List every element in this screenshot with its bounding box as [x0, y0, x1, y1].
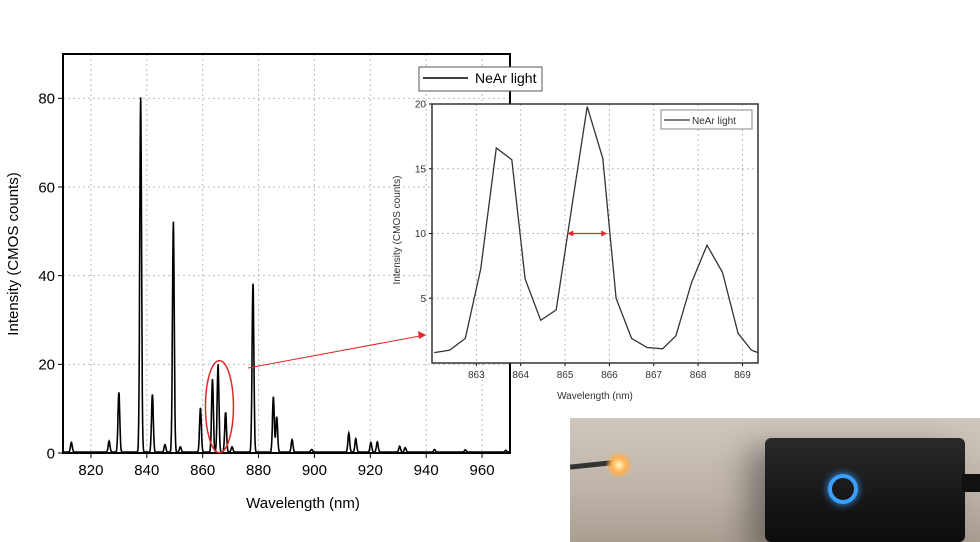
- main-legend-label: NeAr light: [475, 70, 537, 86]
- y-tick-label: 40: [38, 268, 55, 285]
- device-photo: [570, 418, 980, 542]
- x-tick-label: 940: [414, 462, 439, 479]
- x-tick-label: 869: [734, 370, 751, 381]
- inset-plot-frame: [431, 103, 759, 364]
- inset-chart: 863 864 865 866 867 868 869 5 10 15 20: [415, 100, 759, 381]
- y-tick-label: 80: [38, 91, 55, 108]
- x-tick-label: 866: [601, 370, 618, 381]
- inset-y-axis-label: Intensity (CMOS counts): [392, 176, 403, 285]
- y-tick-label: 20: [38, 357, 55, 374]
- x-tick-label: 820: [78, 462, 103, 479]
- zoom-ellipse-annotation: [204, 359, 235, 454]
- y-tick-label: 10: [415, 229, 427, 240]
- fwhm-arrow-left-icon: [567, 230, 574, 237]
- y-tick-label: 60: [38, 179, 55, 196]
- x-tick-label: 880: [246, 462, 271, 479]
- x-tick-label: 960: [470, 462, 495, 479]
- light-source-glow: [606, 452, 632, 478]
- inset-x-axis-label: Wavelength (nm): [557, 391, 633, 402]
- inset-legend-box: [660, 109, 753, 130]
- blue-led-ring-icon: [828, 474, 858, 504]
- chart-text: Wavelength (nm) Intensity (CMOS counts) …: [5, 70, 736, 512]
- x-tick-label: 840: [134, 462, 159, 479]
- x-tick-label: 863: [468, 370, 485, 381]
- x-tick-label: 867: [645, 370, 662, 381]
- y-tick-label: 20: [415, 100, 427, 111]
- fwhm-arrow-right-icon: [601, 230, 608, 237]
- x-tick-label: 865: [557, 370, 574, 381]
- main-x-axis-label: Wavelength (nm): [246, 495, 360, 512]
- x-tick-label: 920: [358, 462, 383, 479]
- x-tick-label: 900: [302, 462, 327, 479]
- spectrometer-box: [765, 438, 965, 542]
- usb-plug: [962, 474, 980, 492]
- zoom-arrow-head-icon: [418, 331, 426, 339]
- x-tick-label: 860: [190, 462, 215, 479]
- y-tick-label: 15: [415, 164, 427, 175]
- y-tick-label: 0: [47, 445, 55, 462]
- main-legend-box: [418, 66, 543, 92]
- x-tick-label: 868: [690, 370, 707, 381]
- series-line-near-light: [434, 106, 759, 354]
- x-tick-label: 864: [512, 370, 529, 381]
- zoom-arrow-line: [247, 335, 421, 369]
- main-y-axis-label: Intensity (CMOS counts): [5, 172, 22, 335]
- y-tick-label: 5: [420, 294, 426, 305]
- inset-legend-label: NeAr light: [692, 116, 736, 127]
